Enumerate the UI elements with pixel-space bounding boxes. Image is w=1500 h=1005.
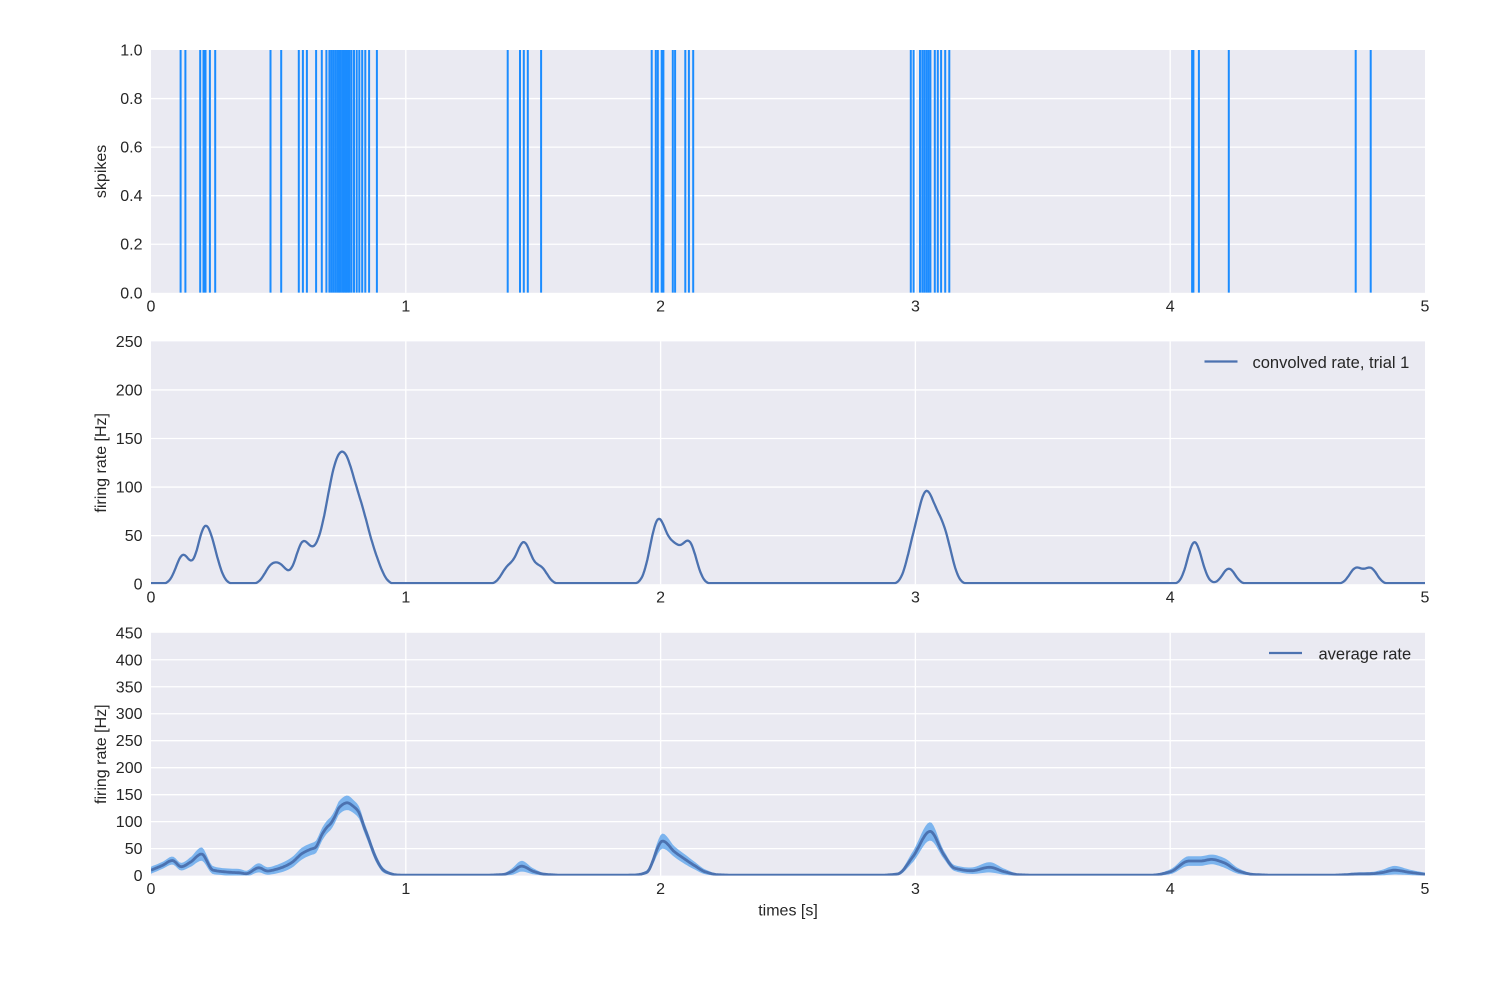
svg-text:0: 0: [134, 868, 143, 885]
svg-text:0.6: 0.6: [120, 140, 142, 157]
svg-text:5: 5: [1421, 298, 1430, 315]
svg-text:firing rate [Hz]: firing rate [Hz]: [93, 413, 110, 513]
svg-text:150: 150: [116, 431, 143, 448]
svg-text:3: 3: [911, 298, 920, 315]
svg-text:4: 4: [1166, 590, 1175, 607]
svg-text:1: 1: [401, 590, 410, 607]
svg-text:250: 250: [116, 733, 143, 750]
svg-text:0: 0: [147, 881, 156, 898]
svg-text:50: 50: [125, 528, 143, 545]
svg-text:450: 450: [116, 625, 143, 642]
svg-text:50: 50: [125, 841, 143, 858]
svg-text:1: 1: [401, 298, 410, 315]
svg-text:0.8: 0.8: [120, 91, 142, 108]
svg-text:0.0: 0.0: [120, 285, 142, 302]
svg-text:4: 4: [1166, 881, 1175, 898]
svg-text:2: 2: [656, 590, 665, 607]
svg-text:3: 3: [911, 590, 920, 607]
svg-text:convolved rate, trial 1: convolved rate, trial 1: [1253, 354, 1410, 372]
svg-text:0.2: 0.2: [120, 237, 142, 254]
svg-text:200: 200: [116, 760, 143, 777]
svg-text:firing rate [Hz]: firing rate [Hz]: [93, 704, 110, 804]
svg-text:100: 100: [116, 814, 143, 831]
svg-text:times [s]: times [s]: [758, 903, 818, 920]
svg-text:0.4: 0.4: [120, 188, 142, 205]
svg-text:average rate: average rate: [1319, 645, 1412, 663]
svg-text:1.0: 1.0: [120, 43, 142, 60]
svg-text:0: 0: [134, 577, 143, 594]
svg-text:0: 0: [147, 298, 156, 315]
svg-text:4: 4: [1166, 298, 1175, 315]
svg-text:150: 150: [116, 787, 143, 804]
svg-text:5: 5: [1421, 881, 1430, 898]
svg-text:3: 3: [911, 881, 920, 898]
svg-text:2: 2: [656, 881, 665, 898]
svg-text:skpikes: skpikes: [93, 145, 110, 198]
svg-text:0: 0: [147, 590, 156, 607]
svg-text:300: 300: [116, 706, 143, 723]
svg-text:250: 250: [116, 334, 143, 351]
svg-text:1: 1: [401, 881, 410, 898]
svg-text:350: 350: [116, 679, 143, 696]
svg-text:100: 100: [116, 480, 143, 497]
svg-text:5: 5: [1421, 590, 1430, 607]
svg-text:2: 2: [656, 298, 665, 315]
svg-text:200: 200: [116, 383, 143, 400]
svg-text:400: 400: [116, 652, 143, 669]
